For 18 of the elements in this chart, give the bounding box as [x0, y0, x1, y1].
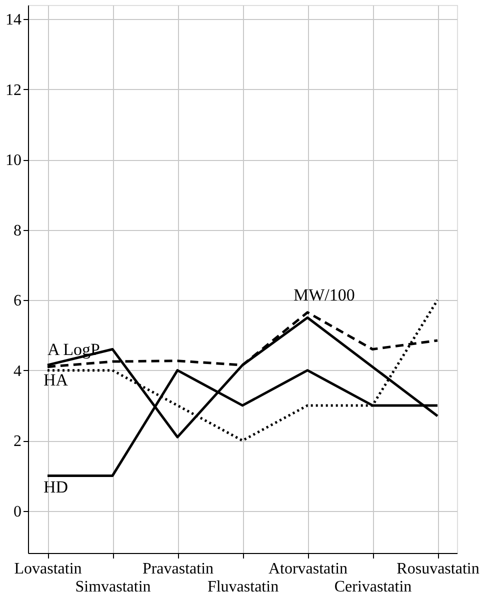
- y-tick-label: 2: [14, 433, 22, 450]
- y-tick-label: 10: [6, 152, 22, 170]
- x-tick-label: Lovastatin: [14, 560, 82, 578]
- series-label: HD: [44, 478, 68, 497]
- y-tick-label: 6: [14, 292, 22, 310]
- y-tick-label: 0: [14, 503, 22, 520]
- x-tick-label: Cerivastatin: [334, 578, 412, 596]
- x-tick-label: Rosuvastatin: [396, 560, 480, 578]
- x-tick-label: Simvastatin: [75, 578, 151, 596]
- y-tick-label: 14: [6, 12, 22, 29]
- y-tick-label: 12: [6, 82, 22, 99]
- series-label: MW/100: [294, 285, 355, 304]
- series-label: HA: [44, 370, 69, 390]
- x-tick-label: Atorvastatin: [268, 560, 348, 578]
- y-tick-label: 8: [14, 222, 22, 240]
- y-tick-label: 4: [14, 362, 22, 380]
- x-tick-label: Pravastatin: [142, 560, 214, 578]
- x-tick-label: Fluvastatin: [207, 578, 279, 596]
